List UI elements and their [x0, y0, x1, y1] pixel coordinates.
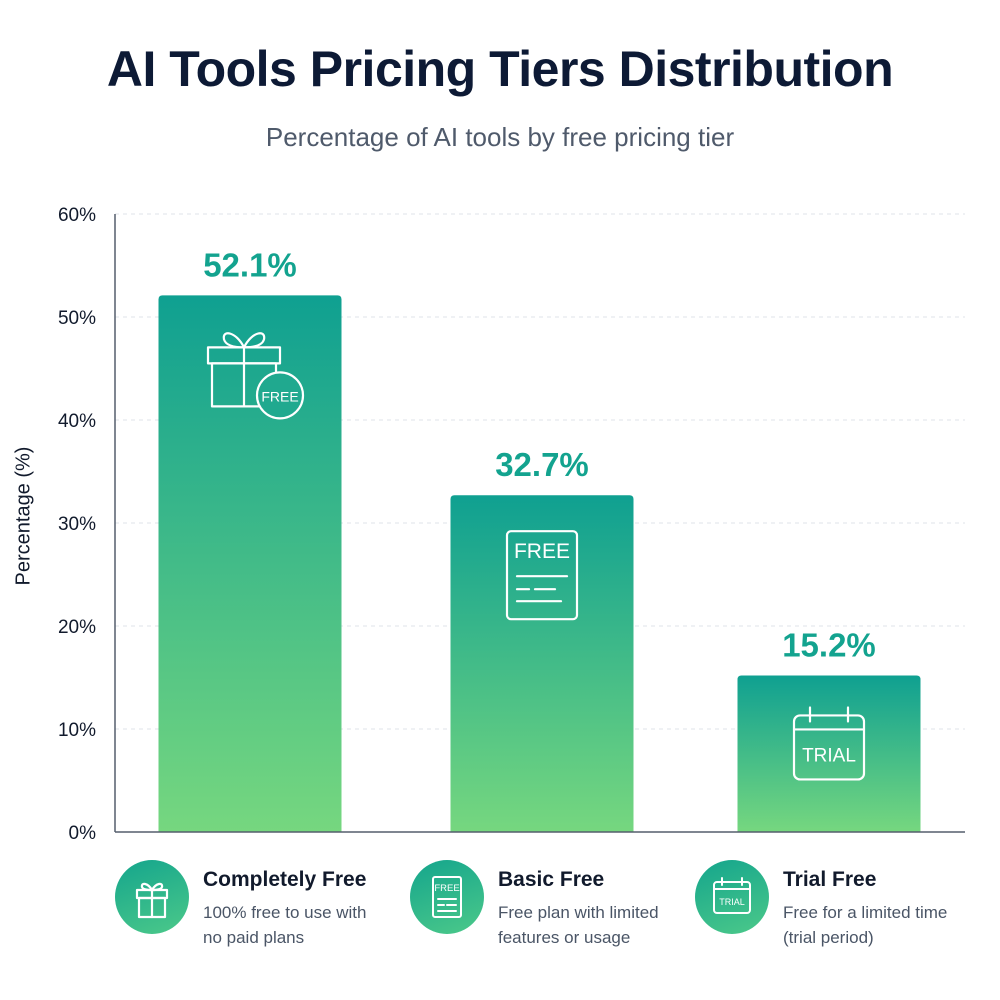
trial-calendar-icon: TRIAL: [695, 860, 769, 934]
legend-description: Free for a limited time (trial period): [783, 903, 948, 947]
bar-basic-free: [450, 495, 634, 832]
bar-value-label: 52.1%: [203, 246, 297, 283]
y-tick-label: 10%: [58, 720, 96, 741]
svg-text:FREE: FREE: [514, 540, 570, 563]
legend: Completely Free 100% free to use with no…: [0, 860, 1000, 980]
y-tick-label: 0%: [69, 823, 97, 844]
legend-description: Free plan with limited features or usage: [498, 903, 659, 947]
bar-trial-free: [737, 675, 921, 832]
free-document-icon: FREE: [410, 860, 484, 934]
gift-icon: [115, 860, 189, 934]
chart-title: AI Tools Pricing Tiers Distribution: [106, 41, 894, 97]
gift-free-icon: FREE: [206, 332, 305, 420]
legend-title: Basic Free: [498, 868, 605, 891]
free-document-icon: FREE: [505, 530, 579, 621]
y-axis-ticks: 0% 10% 20% 30% 40% 50% 60%: [58, 205, 96, 844]
svg-text:TRIAL: TRIAL: [802, 745, 856, 766]
bar-icons: FREE FREE TRIAL: [206, 332, 866, 781]
svg-text:TRIAL: TRIAL: [719, 897, 745, 907]
legend-title: Completely Free: [203, 868, 367, 891]
y-tick-label: 50%: [58, 308, 96, 329]
y-tick-label: 60%: [58, 205, 96, 226]
svg-text:FREE: FREE: [434, 883, 459, 894]
trial-calendar-icon: TRIAL: [792, 706, 866, 781]
chart-subtitle: Percentage of AI tools by free pricing t…: [265, 122, 735, 152]
y-tick-label: 40%: [58, 411, 96, 432]
svg-text:FREE: FREE: [261, 388, 298, 404]
bars: [158, 295, 921, 832]
bar-completely-free: [158, 295, 342, 832]
bar-value-label: 15.2%: [782, 626, 876, 663]
bar-value-label: 32.7%: [495, 446, 589, 483]
bar-chart: 0% 10% 20% 30% 40% 50% 60% FREE FREE TRIAL 52.1%…: [58, 205, 965, 844]
legend-title: Trial Free: [783, 868, 877, 891]
legend-description: 100% free to use with no paid plans: [203, 903, 367, 947]
y-tick-label: 20%: [58, 617, 96, 638]
y-tick-label: 30%: [58, 514, 96, 535]
value-labels: 52.1% 32.7% 15.2%: [203, 246, 876, 663]
